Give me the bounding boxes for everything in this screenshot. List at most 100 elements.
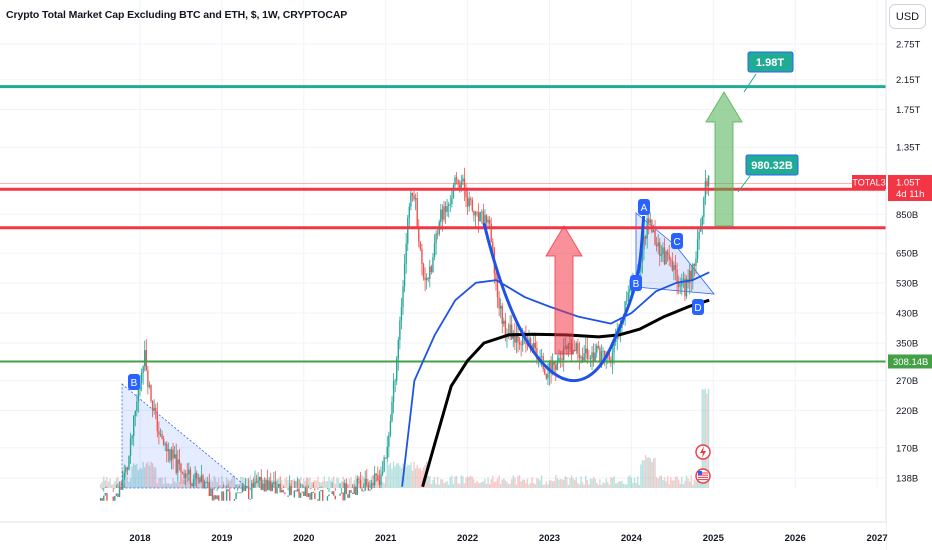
volume-bar	[167, 483, 170, 488]
candle-body	[602, 350, 604, 352]
candle-body	[279, 484, 281, 493]
candle-body	[652, 230, 655, 233]
candle-body	[254, 481, 256, 488]
candle-body	[118, 486, 121, 498]
candle-body	[229, 491, 231, 501]
candle-body	[144, 350, 146, 367]
candle-body	[574, 349, 576, 351]
candle-body	[433, 243, 436, 258]
candle-body	[555, 364, 557, 370]
volume-bar	[515, 484, 518, 488]
volume-bar	[214, 477, 217, 488]
volume-bar	[673, 480, 675, 488]
volume-bar	[320, 482, 322, 488]
last-price-text: 1.05T	[896, 178, 920, 189]
candle-body	[411, 192, 414, 196]
volume-bar	[701, 389, 703, 488]
volume-bar	[133, 463, 135, 488]
volume-bar	[547, 484, 549, 488]
volume-bar	[318, 481, 321, 488]
candle-body	[496, 279, 499, 298]
volume-bar	[613, 476, 615, 488]
volume-bar	[110, 484, 113, 488]
candle-body	[175, 454, 177, 473]
candle-body	[282, 489, 285, 493]
support-price-box	[888, 354, 932, 369]
volume-bar	[591, 479, 593, 488]
pattern-triangle	[121, 383, 250, 489]
volume-bar	[181, 478, 184, 488]
volume-bar	[581, 482, 584, 488]
candle-body	[287, 495, 289, 497]
candle-body	[255, 481, 258, 483]
candle-body	[136, 401, 138, 412]
volume-bar	[317, 476, 319, 488]
currency-button[interactable]: USD	[889, 4, 926, 29]
volume-bar	[277, 478, 280, 488]
volume-bar	[326, 480, 329, 488]
volume-bar	[518, 475, 521, 488]
candle-body	[668, 254, 670, 260]
candle-body	[306, 487, 308, 497]
volume-bar	[161, 477, 163, 488]
volume-bar	[476, 481, 478, 488]
candle-body	[381, 471, 384, 475]
volume-bar	[433, 476, 436, 488]
volume-bar	[507, 483, 510, 488]
volume-bar	[592, 476, 595, 488]
candle-body	[184, 473, 187, 479]
candle-body	[693, 264, 696, 266]
candle-body	[129, 438, 132, 456]
candle-body	[455, 177, 458, 180]
candle-body	[419, 241, 422, 249]
candle-body	[487, 219, 489, 223]
candle-body	[203, 481, 206, 489]
candle-body	[375, 473, 377, 475]
candle-body	[303, 491, 305, 497]
candle-body	[189, 469, 192, 484]
volume-bar	[435, 484, 437, 488]
candle-body	[178, 459, 181, 464]
volume-bar	[139, 468, 141, 488]
candle-body	[495, 273, 497, 280]
volume-bar	[355, 475, 357, 488]
volume-bar	[479, 483, 481, 488]
volume-bar	[219, 484, 222, 488]
volume-bar	[643, 460, 645, 488]
volume-bar	[630, 477, 633, 488]
candle-body	[304, 487, 307, 497]
volume-bar	[403, 464, 406, 488]
candle-body	[351, 492, 354, 494]
volume-bar	[385, 476, 387, 488]
candle-body	[692, 264, 694, 280]
volume-bar	[622, 483, 625, 488]
volume-bar	[671, 480, 674, 488]
callout-pointer	[737, 175, 751, 193]
volume-bar	[693, 479, 696, 488]
volume-bar	[688, 481, 691, 488]
candle-body	[121, 480, 124, 490]
candle-body	[446, 205, 448, 212]
candle-body	[517, 334, 519, 342]
moving-average-line	[401, 271, 710, 487]
volume-bar	[112, 484, 114, 488]
candle-body	[651, 220, 653, 233]
volume-bar	[400, 468, 403, 488]
volume-bar	[684, 480, 686, 488]
pattern-marker-bg	[630, 275, 642, 291]
volume-bar	[418, 468, 420, 488]
volume-bar	[575, 477, 577, 488]
x-tick-label: 2021	[375, 533, 397, 544]
candle-body	[378, 479, 381, 485]
candle-body	[244, 487, 247, 492]
volume-bar	[482, 481, 485, 488]
volume-bar	[375, 479, 377, 488]
volume-bar	[695, 480, 697, 488]
volume-bar	[414, 468, 417, 488]
candle-body	[399, 320, 401, 341]
volume-bar	[128, 481, 130, 488]
candle-body	[276, 487, 278, 494]
candle-body	[430, 266, 433, 272]
